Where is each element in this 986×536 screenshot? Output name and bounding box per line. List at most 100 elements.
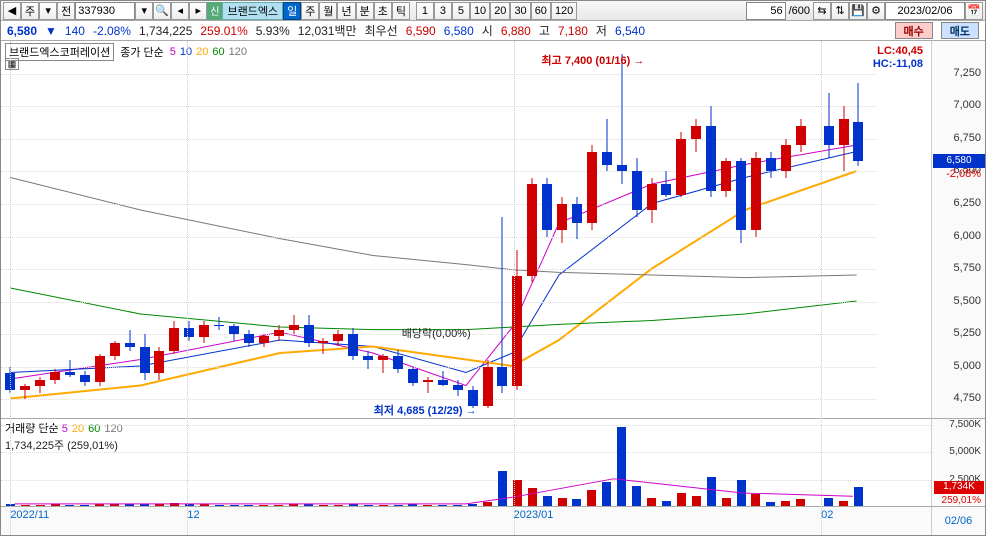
tool-zoom-icon[interactable]: ⇆ <box>813 2 831 20</box>
dropdown-arrow-icon[interactable]: ▾ <box>39 2 57 20</box>
high-label: 고 <box>539 22 550 39</box>
ytick: 5,000 <box>953 360 981 372</box>
prev-chart-icon[interactable]: ◀ <box>3 2 21 20</box>
price-change: 140 <box>65 24 85 38</box>
period-btn-월[interactable]: 월 <box>319 2 337 20</box>
num-btn-10[interactable]: 10 <box>470 2 490 20</box>
stock-name-tag[interactable]: 브랜드엑스 <box>222 2 283 20</box>
candle <box>125 41 135 419</box>
trade-value: 12,031백만 <box>298 22 357 39</box>
period-btn-일[interactable]: 일 <box>283 2 301 20</box>
buy-button[interactable]: 매수 <box>895 22 933 39</box>
sell-button[interactable]: 매도 <box>941 22 979 39</box>
next-stock-icon[interactable]: ▸ <box>189 2 207 20</box>
open-price: 6,880 <box>501 24 531 38</box>
candle <box>483 41 493 419</box>
gear-icon[interactable]: ⚙ <box>867 2 885 20</box>
volume-y-axis: 2,500K5,000K7,500K1,734K259,01% <box>931 419 985 506</box>
num-btn-30[interactable]: 30 <box>510 2 530 20</box>
save-icon[interactable]: 💾 <box>849 2 867 20</box>
page-current-input[interactable] <box>746 2 786 20</box>
candle <box>318 41 328 419</box>
num-btn-60[interactable]: 60 <box>531 2 551 20</box>
period-dropdown[interactable]: 주 <box>21 2 39 20</box>
num-btn-5[interactable]: 5 <box>452 2 470 20</box>
bid-price: 6,590 <box>406 24 436 38</box>
candle <box>781 41 791 419</box>
ytick: 7,250 <box>953 67 981 79</box>
num-btn-20[interactable]: 20 <box>490 2 510 20</box>
candle <box>184 41 194 419</box>
prev-stock-icon[interactable]: ◂ <box>171 2 189 20</box>
num-btn-1[interactable]: 1 <box>416 2 434 20</box>
current-price-marker: 6,580 <box>933 154 985 168</box>
candle <box>408 41 418 419</box>
candle <box>706 41 716 419</box>
low-price: 6,540 <box>615 24 645 38</box>
ytick: 6,750 <box>953 132 981 144</box>
candle <box>676 41 686 419</box>
candle <box>557 41 567 419</box>
candle <box>289 41 299 419</box>
period-btn-분[interactable]: 분 <box>356 2 374 20</box>
candle <box>468 41 478 419</box>
search-icon[interactable]: 🔍 <box>153 2 171 20</box>
current-price: 6,580 <box>7 24 37 38</box>
period-btn-틱[interactable]: 틱 <box>392 2 410 20</box>
vol-ytick: 7,500K <box>949 419 981 430</box>
price-chart: 브랜드엑스코퍼레이션 종가 단순 5102060120 ▦ LC:40,45 H… <box>1 41 985 419</box>
candle <box>304 41 314 419</box>
candle <box>214 41 224 419</box>
candle <box>35 41 45 419</box>
stock-code-input[interactable] <box>75 2 135 20</box>
ytick: 6,250 <box>953 197 981 209</box>
calendar-icon[interactable]: 📅 <box>965 2 983 20</box>
current-pct-marker: -2,08% <box>946 168 981 180</box>
candle <box>691 41 701 419</box>
candle <box>438 41 448 419</box>
volume-plot[interactable] <box>1 419 931 506</box>
candle <box>497 41 507 419</box>
ask-price: 6,580 <box>444 24 474 38</box>
candle <box>333 41 343 419</box>
ytick: 7,000 <box>953 99 981 111</box>
num-btn-3[interactable]: 3 <box>434 2 452 20</box>
code-dropdown-icon[interactable]: ▾ <box>135 2 153 20</box>
period-btn-년[interactable]: 년 <box>337 2 355 20</box>
x-tick: 12 <box>187 509 199 521</box>
prev-button[interactable]: 전 <box>57 2 75 20</box>
period-btn-주[interactable]: 주 <box>301 2 319 20</box>
candle <box>572 41 582 419</box>
date-input[interactable] <box>885 2 965 20</box>
page-total: /600 <box>786 5 813 17</box>
vol-current-marker: 1,734K <box>934 481 984 494</box>
tool-compress-icon[interactable]: ⇅ <box>831 2 849 20</box>
price-plot[interactable]: 최고 7,400 (01/16) →최저 4,685 (12/29) →배당락(… <box>1 41 931 418</box>
candle <box>259 41 269 419</box>
num-btn-120[interactable]: 120 <box>551 2 577 20</box>
candle <box>453 41 463 419</box>
vol-ytick: 5,000K <box>949 446 981 457</box>
x-tick: 2022/11 <box>10 509 49 521</box>
candle <box>423 41 433 419</box>
candle <box>647 41 657 419</box>
tag-new: 신 <box>207 2 222 20</box>
candle <box>20 41 30 419</box>
candle <box>736 41 746 419</box>
x-tick: 02 <box>821 509 833 521</box>
candle <box>542 41 552 419</box>
candle <box>824 41 834 419</box>
candle <box>617 41 627 419</box>
open-label: 시 <box>482 22 493 39</box>
candle <box>527 41 537 419</box>
volume-pct: 259.01% <box>200 24 247 38</box>
candle <box>348 41 358 419</box>
candle <box>110 41 120 419</box>
period-btn-초[interactable]: 초 <box>374 2 392 20</box>
candle <box>853 41 863 419</box>
x-tick: 2023/01 <box>514 509 554 521</box>
priority-label: 최우선 <box>365 22 398 39</box>
price-arrow: ▼ <box>45 24 57 38</box>
candle <box>95 41 105 419</box>
ytick: 5,500 <box>953 295 981 307</box>
